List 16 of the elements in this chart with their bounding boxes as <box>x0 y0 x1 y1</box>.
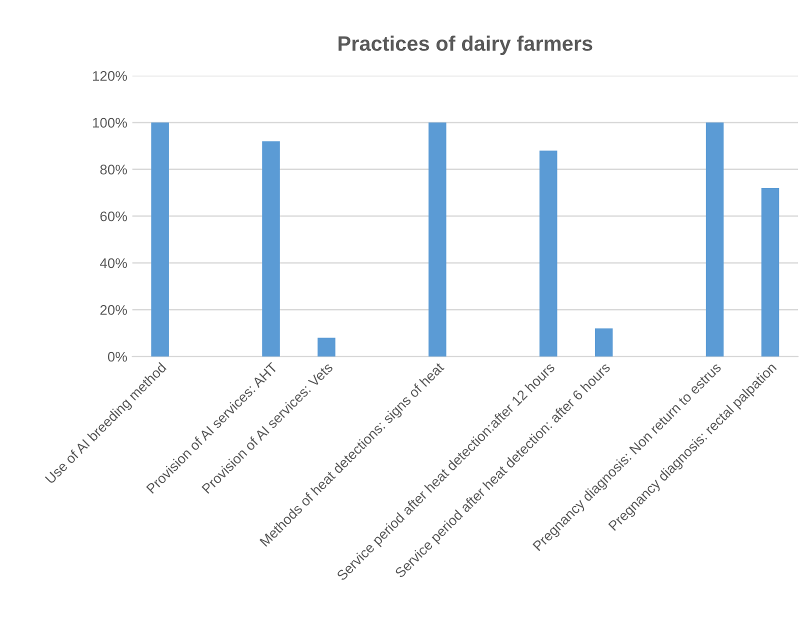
bar <box>151 122 169 357</box>
y-tick-label: 60% <box>100 211 127 222</box>
y-tick-label: 120% <box>93 71 127 81</box>
bar <box>318 338 336 357</box>
bar <box>761 188 780 357</box>
bar <box>594 328 613 357</box>
y-tick-label: 20% <box>100 305 127 315</box>
y-tick-label: 0% <box>108 352 127 362</box>
bar <box>539 150 558 357</box>
bar <box>706 122 724 357</box>
y-tick-label: 80% <box>100 164 127 174</box>
y-tick-label: 100% <box>93 118 127 128</box>
y-tick-label: 40% <box>100 258 127 268</box>
bar <box>262 141 280 357</box>
bar <box>428 122 446 357</box>
chart-title: Practices of dairy farmers <box>338 36 592 56</box>
